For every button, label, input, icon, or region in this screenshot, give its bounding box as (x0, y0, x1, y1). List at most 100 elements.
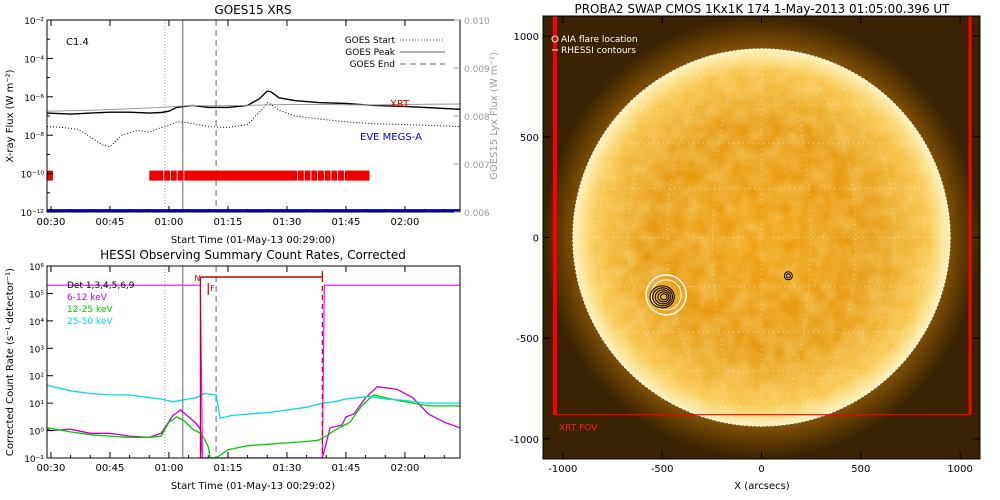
swap-y-tick-label: 1000 (514, 32, 539, 43)
goes-x-tick-label: 00:45 (96, 217, 125, 228)
goes-y-tick-label: 10⁻⁶ (24, 94, 44, 104)
goes-panel: GOES15 XRS 00:30 00:45 01:00 01:15 01:30 01:4… (5, 3, 500, 246)
goes-y2-tick-label: 0.006 (464, 209, 490, 219)
hessi-x-label: Start Time (01-May-13 00:29:02) (171, 481, 335, 492)
goes-legend: GOES Start GOES Peak GOES End (345, 36, 445, 70)
swap-y-tick-label: -500 (516, 334, 539, 345)
hessi-panel: HESSI Observing Summary Count Rates, Cor… (5, 248, 461, 492)
hessi-x-tick-label: 02:00 (391, 463, 420, 474)
goes-y-tick-label: 10⁻⁴ (24, 55, 44, 65)
swap-image (543, 16, 980, 459)
goes-y-tick-label: 10⁻⁸ (24, 132, 44, 142)
hessi-legend-item: 25-50 keV (67, 317, 113, 327)
aia-flare-circle (645, 274, 687, 316)
hessi-flags: NF (194, 271, 323, 458)
hessi-plot-frame (46, 265, 461, 459)
xrt-coverage-bar (47, 170, 53, 181)
xrt-fov-label: XRT FOV (559, 424, 598, 434)
eve-label: EVE MEGS-A (360, 132, 422, 143)
goes-y2-tick-label: 0.008 (464, 113, 490, 123)
goes-class-label: C1.4 (66, 37, 89, 48)
goes-series-long (46, 90, 461, 115)
eve-coverage-bar (47, 209, 460, 213)
goes-y2-tick-label: 0.010 (464, 17, 490, 27)
swap-y-tick-label: 0 (533, 234, 539, 245)
swap-y-tick-label: 500 (520, 133, 539, 144)
hessi-x-tick-label: 01:15 (214, 463, 243, 474)
swap-x-tick-label: -500 (651, 464, 674, 475)
hessi-y-tick-label: 10⁴ (29, 318, 44, 328)
rhessi-contour (659, 293, 668, 301)
goes-legend-label: GOES End (350, 60, 395, 70)
swap-y-tick-label: -1000 (510, 435, 539, 446)
xrt-fov-box (552, 16, 972, 416)
goes-x-label: Start Time (01-May-13 00:29:00) (171, 235, 335, 246)
goes-event-markers (164, 20, 217, 212)
hessi-series-line (47, 386, 460, 458)
hessi-x-tick-label: 01:45 (332, 463, 361, 474)
goes-y-tick-label: 10⁻¹⁰ (21, 171, 45, 181)
goes-y-label: X-ray Flux (W m⁻²) (5, 69, 16, 162)
hessi-y-tick-label: 10² (29, 373, 44, 383)
hessi-y-tick-label: 10⁶ (29, 263, 44, 273)
goes-title: GOES15 XRS (214, 3, 291, 17)
swap-x-tick-label: -1000 (548, 464, 577, 475)
solar-texture (572, 48, 951, 427)
hessi-series-line (47, 384, 460, 419)
goes-x-tick-label: 00:30 (37, 217, 66, 228)
goes-y2-axis: 0.010 0.009 0.008 0.007 0.006 (454, 17, 490, 219)
hessi-series-line (47, 284, 460, 458)
goes-legend-label: GOES Start (345, 36, 396, 46)
swap-x-tick-label: 0 (758, 464, 764, 475)
goes-x-axis: 00:30 00:45 01:00 01:15 01:30 01:45 02:00 (37, 20, 445, 228)
flare-markers (645, 271, 793, 316)
hessi-y-tick-label: 10⁰ (29, 428, 44, 438)
goes-series-lyx (46, 103, 461, 112)
hessi-y-axis: 10⁶ 10⁵ 10⁴ 10³ 10² 10¹ 10⁰ 10⁻¹ (24, 263, 53, 465)
hessi-legend-header: Det 1,3,4,5,6,9 (67, 281, 135, 291)
longitude-line (666, 48, 762, 427)
swap-legend-label: RHESSI contours (561, 46, 636, 56)
goes-x-tick-label: 01:15 (214, 217, 243, 228)
swap-legend-swatch (551, 35, 559, 43)
hessi-x-tick-label: 01:00 (155, 463, 184, 474)
hessi-legend: Det 1,3,4,5,6,9 6-12 keV 12-25 keV 25-50 ke… (67, 281, 135, 327)
rhessi-contour (652, 287, 673, 307)
hessi-x-tick-label: 00:45 (96, 463, 125, 474)
swap-x-axis: -1000 -500 0 500 1000 (548, 16, 973, 475)
hessi-x-tick-label: 00:30 (37, 463, 66, 474)
goes-coverage-bars (47, 170, 460, 213)
goes-x-tick-label: 01:00 (155, 217, 184, 228)
swap-panel: PROBA2 SWAP CMOS 1Kx1K 174 1-May-2013 01… (510, 2, 981, 492)
flare-flag-label: F (210, 284, 215, 293)
goes-plot-frame (46, 19, 461, 213)
longitude-line (761, 48, 857, 427)
hessi-legend-item: 12-25 keV (67, 305, 113, 315)
goes-x-tick-label: 01:30 (273, 217, 302, 228)
hessi-y-tick-label: 10¹ (29, 400, 44, 410)
hessi-y-tick-label: 10⁻¹ (24, 455, 44, 465)
goes-x-tick-label: 01:45 (332, 217, 361, 228)
xrt-coverage-bar (149, 170, 370, 181)
xrt-label: XRT (390, 99, 410, 110)
hessi-x-tick-label: 01:30 (273, 463, 302, 474)
goes-series (46, 90, 461, 148)
heliographic-grid (572, 48, 951, 427)
goes-legend-label: GOES Peak (345, 48, 395, 58)
rhessi-contour (649, 285, 675, 309)
goes-y-axis: 10⁻² 10⁻⁴ 10⁻⁶ 10⁻⁸ 10⁻¹⁰ 10⁻¹² (21, 17, 53, 219)
swap-title: PROBA2 SWAP CMOS 1Kx1K 174 1-May-2013 01… (574, 2, 950, 16)
aia-flare-circle-inner (650, 279, 682, 311)
hessi-legend-item: 6-12 keV (67, 293, 108, 303)
hessi-y-label: Corrected Count Rate (s⁻¹ detector⁻¹) (5, 268, 16, 456)
solar-limb (572, 48, 951, 427)
hessi-event-markers (164, 266, 217, 458)
goes-y-tick-label: 10⁻² (24, 17, 44, 27)
hessi-series-line (47, 394, 460, 458)
goes-y2-tick-label: 0.007 (464, 161, 490, 171)
swap-legend-label: AIA flare location (561, 35, 638, 45)
swap-x-label: X (arcsecs) (734, 481, 790, 492)
goes-y2-tick-label: 0.009 (464, 65, 490, 75)
